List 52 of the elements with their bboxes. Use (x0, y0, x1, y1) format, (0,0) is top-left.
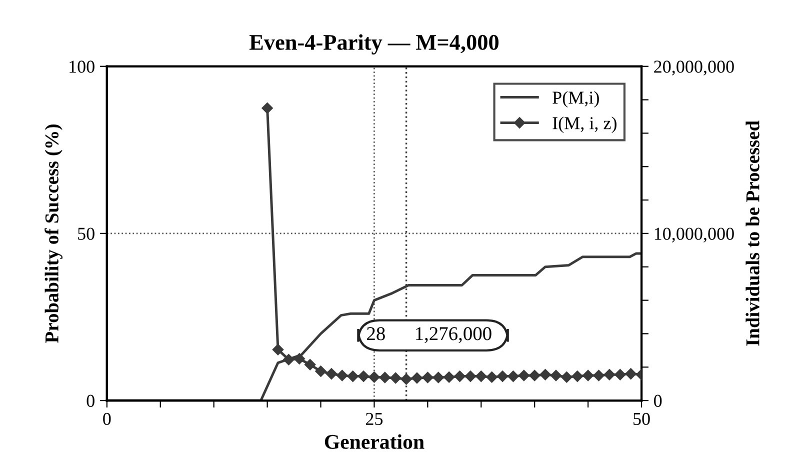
point (528, 370, 540, 382)
point (411, 372, 423, 384)
point (400, 374, 412, 385)
x-tick-label: 50 (634, 412, 650, 426)
point (625, 368, 636, 380)
point (614, 369, 626, 380)
point (476, 370, 487, 382)
point (294, 353, 305, 364)
point (572, 370, 583, 382)
point (422, 372, 434, 384)
annotation: 1,276,000 (416, 327, 492, 344)
x-tick-label: 25 (366, 412, 383, 426)
annotation: 28 (367, 327, 385, 340)
legend-label: I(M, i, z) (552, 116, 616, 133)
y2-tick-label: 0 (654, 394, 662, 407)
point (540, 369, 551, 380)
point (454, 370, 466, 382)
point (304, 359, 316, 370)
point (443, 372, 455, 383)
point (315, 366, 326, 377)
point (262, 102, 273, 114)
legend-label: P(M,i) (552, 91, 599, 108)
point (550, 370, 562, 382)
point (582, 370, 594, 382)
point (272, 344, 284, 356)
point (518, 370, 530, 382)
point (379, 372, 391, 384)
y-tick-label: 0 (86, 394, 94, 407)
point (593, 370, 604, 382)
y2-tick-label: 10,000,000 (654, 228, 734, 242)
point (604, 369, 616, 380)
point (390, 372, 402, 384)
point (464, 370, 476, 382)
x-tick-label: 0 (103, 412, 111, 426)
point (336, 370, 348, 382)
point (508, 370, 519, 382)
chart-title: Even-4-Parity — M=4,000 (249, 34, 499, 54)
point (561, 372, 572, 383)
point (496, 370, 508, 382)
point (486, 372, 498, 383)
y2-axis-title: Individuals to be Processed (746, 120, 760, 346)
y2-tick-label: 20,000,000 (654, 60, 734, 76)
point (347, 370, 358, 382)
point (358, 370, 370, 382)
y-tick-label: 100 (70, 60, 94, 73)
point (432, 372, 444, 384)
point (368, 372, 380, 383)
y-tick-label: 50 (78, 228, 94, 240)
y-axis-title: Probability of Success (%) (44, 124, 62, 343)
point (326, 368, 338, 380)
point (283, 354, 294, 366)
x-axis-title: Generation (324, 434, 424, 449)
